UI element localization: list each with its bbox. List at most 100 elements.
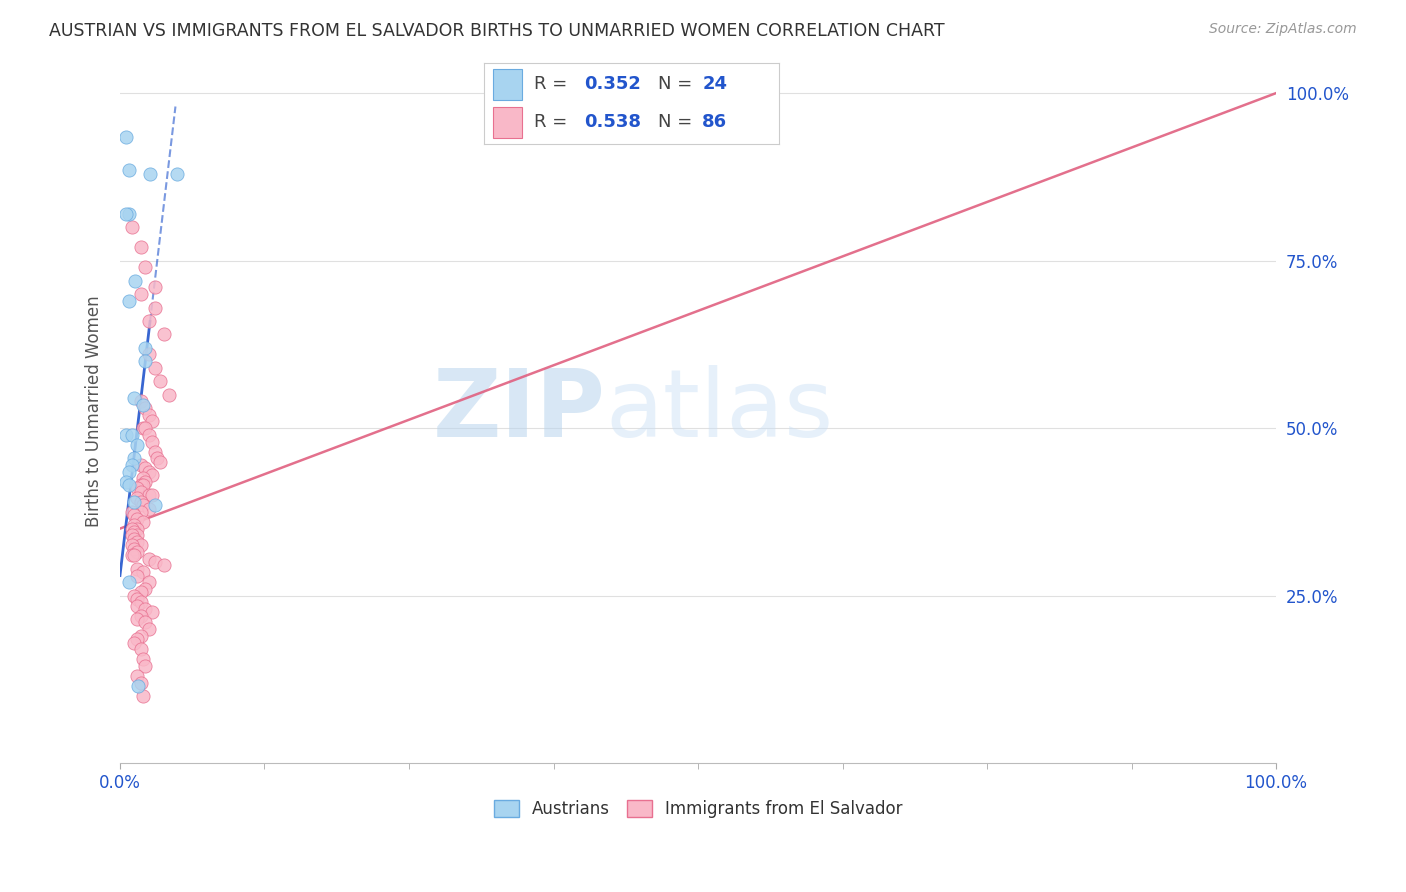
Point (129, 240, 152, 254)
Point (127, 545, 149, 559)
Point (141, 414, 163, 428)
Point (129, 595, 152, 609)
Point (129, 394, 152, 409)
Point (122, 589, 145, 603)
Point (122, 532, 145, 546)
Point (134, 354, 156, 368)
Point (118, 465, 141, 479)
Point (138, 314, 160, 328)
Point (134, 602, 156, 616)
Point (127, 522, 149, 536)
Point (132, 398, 155, 412)
Point (153, 327, 176, 342)
Point (127, 438, 149, 452)
Point (138, 575, 160, 590)
Point (138, 408, 160, 422)
Point (129, 495, 152, 509)
Point (146, 451, 169, 466)
Text: AUSTRIAN VS IMMIGRANTS FROM EL SALVADOR BIRTHS TO UNMARRIED WOMEN CORRELATION CH: AUSTRIAN VS IMMIGRANTS FROM EL SALVADOR … (49, 22, 945, 40)
Point (129, 478, 152, 492)
Point (153, 558, 176, 573)
Point (134, 582, 156, 596)
Text: atlas: atlas (606, 366, 834, 458)
Point (132, 565, 155, 579)
Point (118, 163, 141, 178)
Point (141, 488, 163, 502)
Point (166, 167, 188, 181)
Point (114, 207, 136, 221)
Point (114, 475, 136, 489)
Point (118, 478, 141, 492)
Point (141, 434, 163, 449)
Point (121, 528, 143, 542)
Point (132, 515, 155, 529)
Point (132, 471, 155, 485)
Text: ZIP: ZIP (433, 366, 606, 458)
Point (138, 488, 160, 502)
Point (127, 528, 149, 542)
Point (134, 659, 156, 673)
Point (138, 551, 160, 566)
Point (134, 341, 156, 355)
Point (129, 675, 152, 690)
Point (138, 501, 160, 516)
Point (121, 538, 143, 552)
Point (121, 549, 143, 563)
Point (143, 555, 166, 569)
Point (114, 427, 136, 442)
Legend: Austrians, Immigrants from El Salvador: Austrians, Immigrants from El Salvador (486, 794, 910, 825)
Point (122, 549, 145, 563)
Point (124, 274, 146, 288)
Point (122, 635, 145, 649)
Point (122, 495, 145, 509)
Point (122, 524, 145, 539)
Point (134, 421, 156, 435)
Point (132, 689, 155, 703)
Point (134, 260, 156, 275)
Point (121, 220, 143, 235)
Point (127, 491, 149, 506)
Point (122, 451, 145, 466)
Point (114, 129, 136, 144)
Point (139, 167, 162, 181)
Point (132, 652, 155, 666)
Point (134, 401, 156, 415)
Point (127, 568, 149, 582)
Point (129, 585, 152, 599)
Point (121, 505, 143, 519)
Point (127, 562, 149, 576)
Point (127, 599, 149, 613)
Point (127, 669, 149, 683)
Text: Source: ZipAtlas.com: Source: ZipAtlas.com (1209, 22, 1357, 37)
Point (121, 427, 143, 442)
Point (134, 461, 156, 475)
Point (134, 615, 156, 630)
Point (143, 498, 166, 512)
Point (143, 301, 166, 315)
Point (121, 458, 143, 472)
Point (121, 522, 143, 536)
Point (122, 508, 145, 523)
Point (129, 629, 152, 643)
Point (127, 511, 149, 525)
Point (118, 207, 141, 221)
Point (129, 538, 152, 552)
Point (127, 482, 149, 496)
Point (127, 535, 149, 549)
Point (129, 484, 152, 499)
Point (132, 478, 155, 492)
Point (141, 606, 163, 620)
Point (141, 468, 163, 483)
Point (143, 360, 166, 375)
Point (122, 391, 145, 405)
Point (129, 505, 152, 519)
Point (143, 280, 166, 294)
Point (127, 591, 149, 606)
Point (134, 475, 156, 489)
Point (149, 374, 172, 388)
Point (129, 642, 152, 657)
Point (129, 287, 152, 301)
Point (122, 541, 145, 556)
Point (138, 622, 160, 636)
Point (143, 444, 166, 458)
